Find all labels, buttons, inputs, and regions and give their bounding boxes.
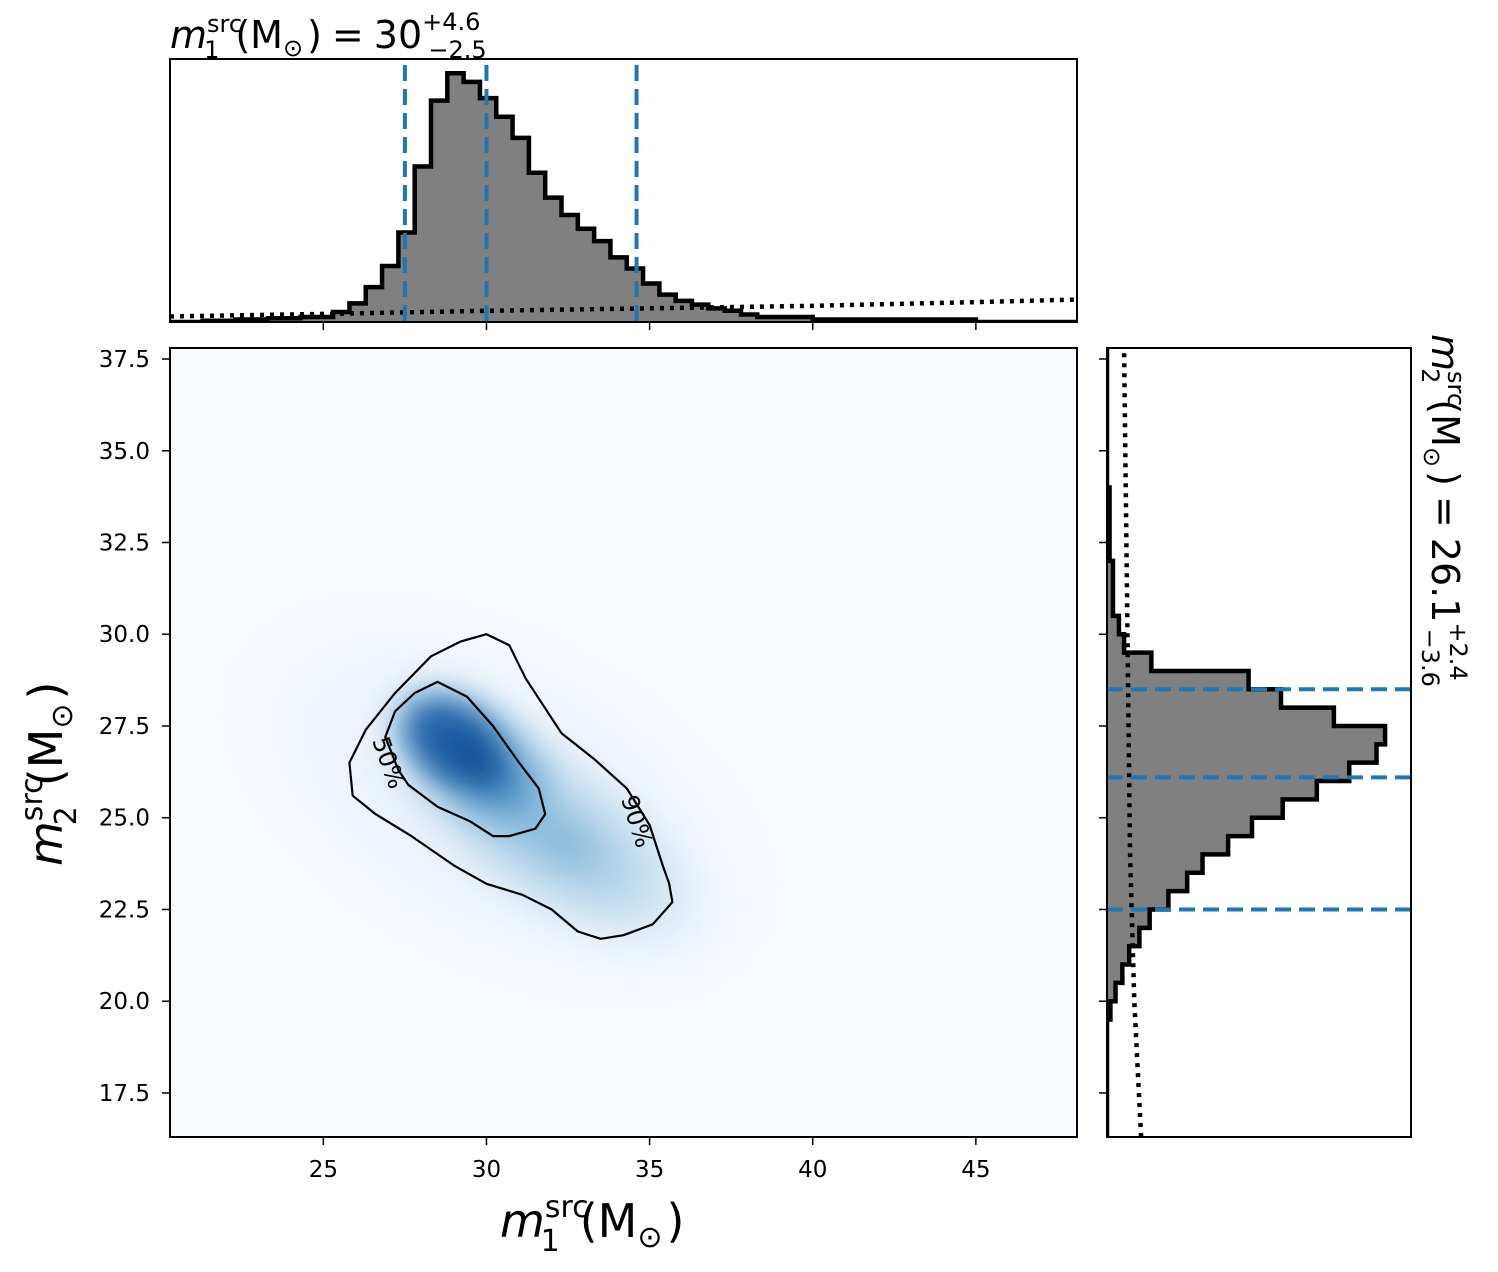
m1-marginal-frame: [169, 58, 1078, 323]
m2-marginal-content: [1107, 348, 1411, 1137]
m2-title-eq: =: [1423, 496, 1467, 528]
contour-1: [348, 633, 674, 940]
m1-marginal-title: msrc 1 (M⊙) = 30+4.6 −2.5: [170, 8, 487, 64]
m1-marginal-panel: msrc 1 (M⊙) = 30+4.6 −2.5: [169, 8, 1078, 330]
m2-marginal-title: msrc2 (M⊙) = 26.1+2.4−3.6: [1416, 334, 1472, 687]
m2-title-median: 26.1: [1423, 538, 1467, 623]
m1-marginal-ticks: [322, 322, 977, 330]
x-tick-label-0: 25: [309, 1157, 338, 1183]
m2-prior-line: [1121, 348, 1144, 1137]
ylabel-sub: 2: [49, 806, 84, 825]
m2-marginal-ticks: [1099, 358, 1107, 1094]
xlabel-close: ): [667, 1194, 685, 1248]
m2-title-close: ): [1423, 471, 1467, 486]
m1-title-sup: src: [207, 10, 242, 38]
m1-hist-fill: [170, 73, 1077, 322]
m1-prior-line: [170, 297, 1077, 319]
x-tick-label-1: 30: [472, 1157, 501, 1183]
ylabel-sup: src: [15, 777, 50, 821]
m2-title-sup: src: [1442, 371, 1470, 406]
x-tick-label-3: 40: [798, 1157, 827, 1183]
m2-marginal-frame: [1106, 347, 1412, 1138]
m2-title-unit: (M: [1423, 399, 1467, 447]
m1-title-eq: =: [332, 13, 364, 57]
contour-0: [384, 680, 547, 838]
ylabel-unit: (M: [19, 729, 73, 787]
m1-title-base: m: [170, 13, 207, 57]
ylabel-odot: ⊙: [45, 704, 80, 729]
m1-marginal-content: [170, 65, 1077, 322]
y-tick-label-4: 27.5: [99, 714, 150, 740]
y-axis-label: msrc2 (M⊙): [15, 682, 84, 866]
m1-title-odot: ⊙: [283, 34, 303, 62]
m1-title-close: ): [307, 13, 322, 57]
y-tick-label-3: 25.0: [99, 806, 150, 832]
ylabel-base: m: [19, 821, 73, 866]
y-tick-label-6: 32.5: [99, 530, 150, 556]
y-tick-label-8: 37.5: [99, 347, 150, 373]
y-tick-label-7: 35.0: [99, 439, 150, 465]
m2-hist-outline: [1107, 348, 1388, 1137]
m2-title-odot: ⊙: [1418, 447, 1446, 467]
xlabel-unit: (M: [580, 1194, 638, 1248]
m2-title-plus: +2.4: [1444, 622, 1472, 680]
xlabel-base: m: [500, 1194, 545, 1248]
y-tick-label-1: 20.0: [99, 989, 150, 1015]
x-tick-label-2: 35: [635, 1157, 664, 1183]
m1-title-median: 30: [374, 13, 422, 57]
m2-hist-fill: [1107, 348, 1386, 1137]
joint-ticks: 25 30 35 40 45 17.5 20.0 22.5 25.0 27.5 30.0 32.5 35…: [99, 347, 991, 1183]
x-tick-label-4: 45: [961, 1157, 990, 1183]
xlabel-sup: src: [545, 1190, 589, 1225]
joint-contours: 50%90%: [348, 633, 674, 940]
m2-marginal-panel: msrc2 (M⊙) = 26.1+2.4−3.6: [1099, 334, 1472, 1138]
m1-title-unit: (M: [235, 13, 283, 57]
y-tick-label-0: 17.5: [99, 1081, 150, 1107]
m1-title-plus: +4.6: [422, 8, 480, 36]
m1-title-sub: 1: [204, 36, 219, 64]
density-peak: [404, 699, 496, 781]
joint-frame: [169, 347, 1078, 1138]
m1-hist-outline: [170, 70, 1077, 322]
m2-title-sub: 2: [1416, 368, 1444, 383]
y-tick-label-2: 22.5: [99, 897, 150, 923]
x-axis-label: msrc 1 (M⊙): [500, 1190, 684, 1259]
xlabel-sub: 1: [541, 1224, 560, 1259]
density-heatmap: [206, 587, 794, 1013]
m2-title-base: m: [1423, 334, 1467, 371]
m1-title-minus: −2.5: [428, 36, 486, 64]
ylabel-close: ): [19, 682, 73, 700]
joint-panel: 50%90% 25 30 35 40 45 17.5 20.0 22.5 25.0 27.5 30.…: [15, 347, 1078, 1259]
m2-title-minus: −3.6: [1416, 629, 1444, 687]
y-tick-label-5: 30.0: [99, 622, 150, 648]
xlabel-odot: ⊙: [637, 1220, 662, 1255]
